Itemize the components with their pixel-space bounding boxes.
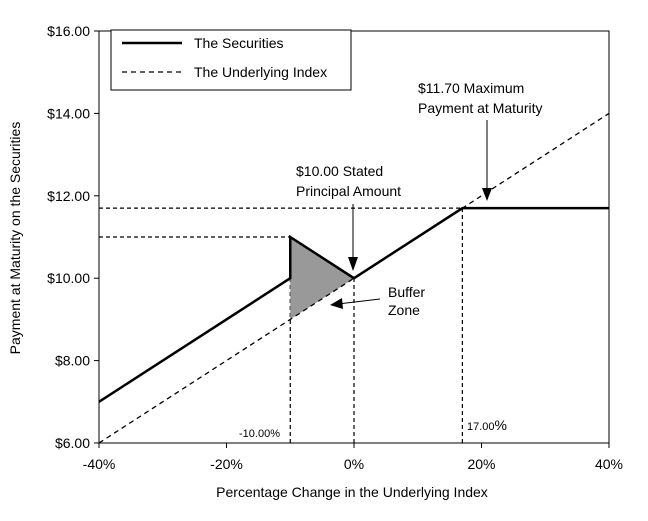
annotation-stated-principal-line-2: Principal Amount xyxy=(296,183,401,199)
tick-labels: -40% -20% 0% 20% 40% $6.00 $8.00 $10.00 $12.00 $1… xyxy=(47,23,623,472)
y-tick-label-5: $16.00 xyxy=(47,23,90,39)
series-line-underlying-index xyxy=(98,112,610,444)
annotation-max-payment-line-1: $11.70 Maximum xyxy=(418,80,524,96)
x-axis-title: Percentage Change in the Underlying Inde… xyxy=(216,484,488,500)
buffer-zone-arrowhead xyxy=(330,298,343,309)
legend-label-securities: The Securities xyxy=(194,35,283,51)
annotation-cap-pct-symbol: % xyxy=(495,417,507,433)
y-axis-title: Payment at Maturity on the Securities xyxy=(7,122,23,355)
stated-principal-arrowhead xyxy=(348,257,358,271)
y-tick-label-4: $14.00 xyxy=(47,105,90,121)
annotation-max-payment-line-2: Payment at Maturity xyxy=(418,100,543,116)
x-tick-label-1: -20% xyxy=(210,456,243,472)
y-tick-label-0: $6.00 xyxy=(55,435,90,451)
y-tick-label-2: $10.00 xyxy=(47,270,90,286)
x-tick-label-0: -40% xyxy=(83,456,116,472)
x-tick-label-4: 40% xyxy=(595,456,623,472)
max-payment-arrowhead xyxy=(482,188,492,201)
x-tick-label-2: 0% xyxy=(344,456,364,472)
axes xyxy=(94,30,610,448)
series-lines xyxy=(98,112,610,444)
annotation-buffer-zone-line-2: Zone xyxy=(388,302,420,318)
legend-box xyxy=(110,29,352,91)
series-line-securities xyxy=(98,206,609,403)
annotation-buffer-pct: -10.00% xyxy=(239,428,280,440)
buffer-zone-area xyxy=(290,237,354,320)
y-tick-label-3: $12.00 xyxy=(47,188,90,204)
y-tick-label-1: $8.00 xyxy=(55,353,90,369)
legend: The Securities The Underlying Index xyxy=(110,29,352,91)
annotation-cap-pct: 17.00% xyxy=(467,417,507,433)
legend-label-underlying-index: The Underlying Index xyxy=(194,64,327,80)
x-tick-label-3: 20% xyxy=(467,456,495,472)
annotation-cap-pct-number: 17.00 xyxy=(467,421,495,433)
buffer-zone-triangle xyxy=(290,237,354,320)
annotations: $11.70 Maximum Payment at Maturity $10.0… xyxy=(239,80,543,440)
annotation-buffer-zone-line-1: Buffer xyxy=(388,284,425,300)
annotation-stated-principal-line-1: $10.00 Stated xyxy=(296,163,383,179)
buffer-zone-arrow xyxy=(337,298,381,305)
